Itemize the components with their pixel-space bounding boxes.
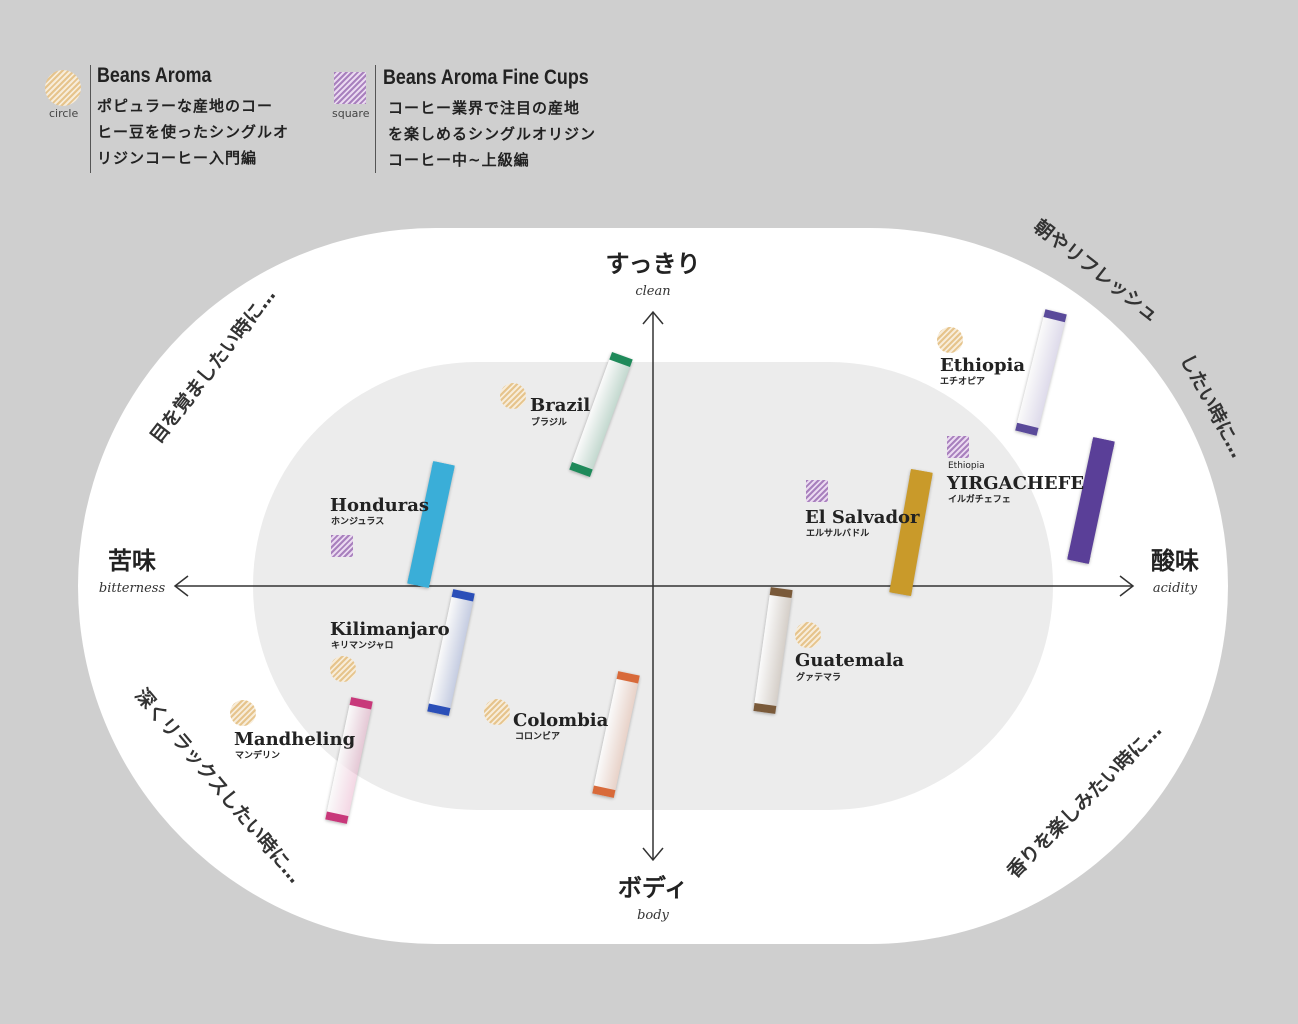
arrow-right-icon xyxy=(1119,575,1135,597)
axis-bottom-en: body xyxy=(637,908,669,923)
origin-kana: エルサルバドル xyxy=(806,529,870,539)
origin-name: Honduras xyxy=(330,495,430,516)
origin-name: Kilimanjaro xyxy=(330,619,450,640)
origin-name: Guatemala xyxy=(795,650,905,671)
square-label: square xyxy=(332,107,370,120)
origin-kana: エチオピア xyxy=(940,377,986,387)
circle-symbol-icon xyxy=(330,656,356,682)
arrow-left-icon xyxy=(173,575,189,597)
circle-label: circle xyxy=(49,107,79,120)
circle-symbol-icon xyxy=(484,699,510,725)
legend-title-beans-aroma: Beans Aroma xyxy=(97,64,212,87)
legend-desc-fine-cups: コーヒー業界で注目の産地 を楽しめるシングルオリジン コーヒー中~上級編 xyxy=(388,99,597,169)
axis-bottom-label: ボディ xyxy=(617,874,689,902)
origin-name: Brazil xyxy=(530,395,591,416)
origin-kana: ブラジル xyxy=(531,418,567,428)
origin-name: Ethiopia xyxy=(940,355,1026,376)
origin-kana: マンデリン xyxy=(235,751,281,761)
legend-title-fine-cups: Beans Aroma Fine Cups xyxy=(383,66,589,89)
axis-right-label: 酸味 xyxy=(1151,547,1199,575)
axis-top-label: すっきり xyxy=(605,250,701,278)
origin-kana: グァテマラ xyxy=(796,673,842,683)
circle-symbol-icon xyxy=(500,383,526,409)
axis-left-label: 苦味 xyxy=(108,547,156,575)
legend-desc-beans-aroma: ポピュラーな産地のコー ヒー豆を使ったシングルオ リジンコーヒー入門編 xyxy=(97,97,290,167)
origin-name: YIRGACHEFE xyxy=(947,473,1085,494)
circle-symbol-icon xyxy=(230,700,256,726)
square-symbol-icon xyxy=(331,535,353,557)
axis-left-en: bitterness xyxy=(98,581,166,596)
circle-symbol-icon xyxy=(795,622,821,648)
arrow-down-icon xyxy=(642,847,664,862)
circle-symbol-icon xyxy=(937,327,963,353)
origin-kana: ホンジュラス xyxy=(331,517,385,527)
origin-name: El Salvador xyxy=(805,507,920,528)
origin-prefix: Ethiopia xyxy=(948,461,985,471)
axis-top-en: clean xyxy=(635,284,671,299)
origin-name: Mandheling xyxy=(234,729,356,750)
origin-kana: イルガチェフェ xyxy=(948,495,1011,505)
square-symbol-icon xyxy=(947,436,969,458)
square-symbol-icon xyxy=(806,480,828,502)
circle-symbol-icon xyxy=(45,70,81,106)
origin-kana: コロンビア xyxy=(515,732,561,742)
origin-kana: キリマンジャロ xyxy=(331,641,394,651)
origin-name: Colombia xyxy=(513,710,609,731)
arrow-up-icon xyxy=(642,310,664,325)
divider xyxy=(90,65,91,173)
axis-right-en: acidity xyxy=(1152,581,1198,596)
square-symbol-icon xyxy=(334,72,366,104)
divider xyxy=(375,65,376,173)
